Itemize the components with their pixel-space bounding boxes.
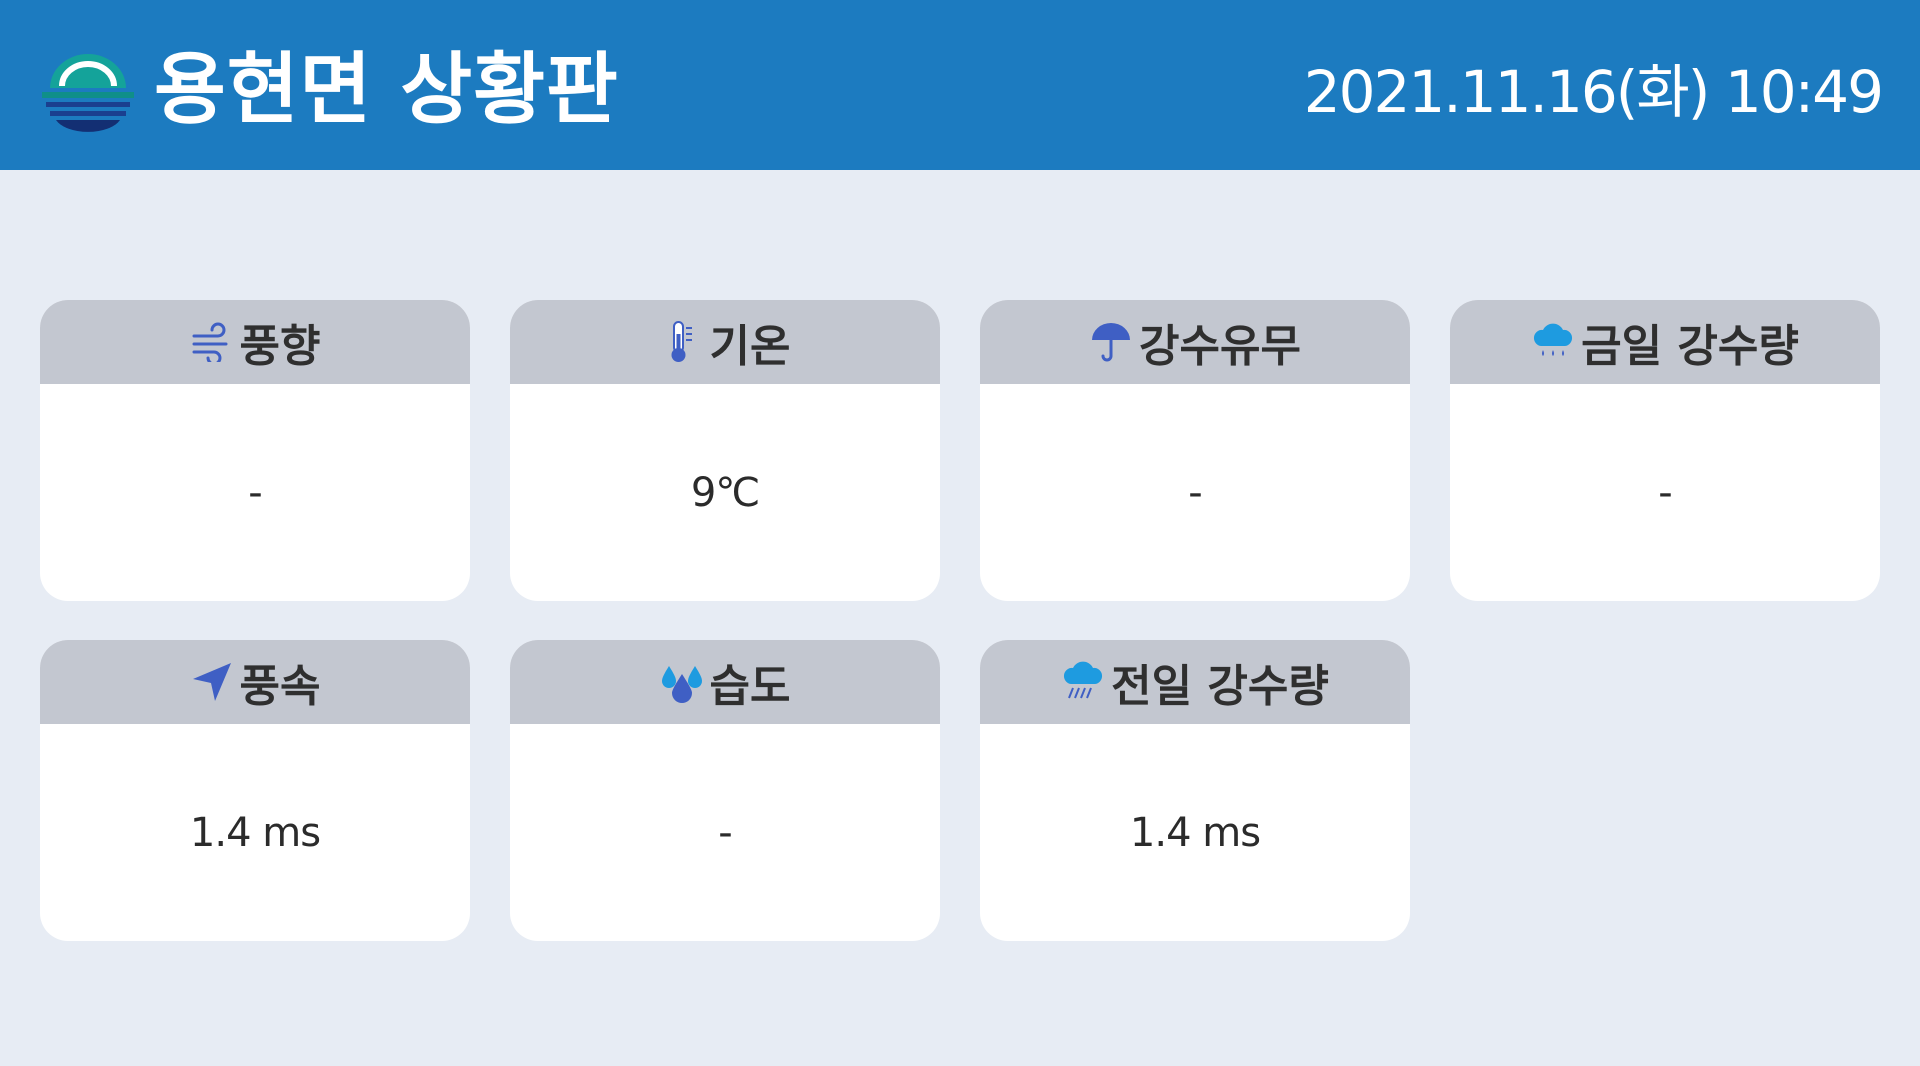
card-value: 1.4 ms — [189, 809, 321, 856]
umbrella-icon — [1089, 318, 1133, 366]
card-value: - — [1188, 469, 1202, 516]
wind-speed-card: 풍속 1.4 ms — [40, 640, 470, 941]
card-header: 기온 — [510, 300, 940, 384]
card-value: - — [248, 469, 262, 516]
heavy-rain-cloud-icon — [1061, 658, 1105, 706]
page-title: 용현면 상황판 — [154, 45, 619, 135]
card-label: 전일 강수량 — [1111, 661, 1329, 712]
card-header: 풍향 — [40, 300, 470, 384]
card-header: 풍속 — [40, 640, 470, 724]
navigation-arrow-icon — [190, 658, 234, 706]
temperature-card: 기온 9℃ — [510, 300, 940, 601]
card-header: 강수유무 — [980, 300, 1410, 384]
card-label: 풍속 — [239, 661, 321, 712]
wind-direction-card: 풍향 - — [40, 300, 470, 601]
current-datetime: 2021.11.16(화) 10:49 — [1303, 58, 1884, 126]
rain-cloud-icon — [1531, 318, 1575, 366]
card-label: 풍향 — [239, 321, 321, 372]
card-header: 전일 강수량 — [980, 640, 1410, 724]
card-value: 1.4 ms — [1129, 809, 1261, 856]
precipitation-presence-card: 강수유무 - — [980, 300, 1410, 601]
card-header: 금일 강수량 — [1450, 300, 1880, 384]
wind-icon — [190, 318, 234, 366]
yesterday-precipitation-card: 전일 강수량 1.4 ms — [980, 640, 1410, 941]
card-value: 9℃ — [690, 469, 760, 516]
card-label: 금일 강수량 — [1581, 321, 1799, 372]
card-value: - — [1658, 469, 1672, 516]
humidity-card: 습도 - — [510, 640, 940, 941]
today-precipitation-card: 금일 강수량 - — [1450, 300, 1880, 601]
water-drops-icon — [660, 658, 704, 706]
header-bar: 용현면 상황판 2021.11.16(화) 10:49 — [0, 0, 1920, 170]
county-logo-icon — [42, 54, 134, 132]
card-value: - — [718, 809, 732, 856]
thermometer-icon — [660, 318, 704, 366]
card-label: 강수유무 — [1139, 321, 1301, 372]
card-label: 기온 — [709, 321, 791, 372]
card-label: 습도 — [709, 661, 791, 712]
card-header: 습도 — [510, 640, 940, 724]
